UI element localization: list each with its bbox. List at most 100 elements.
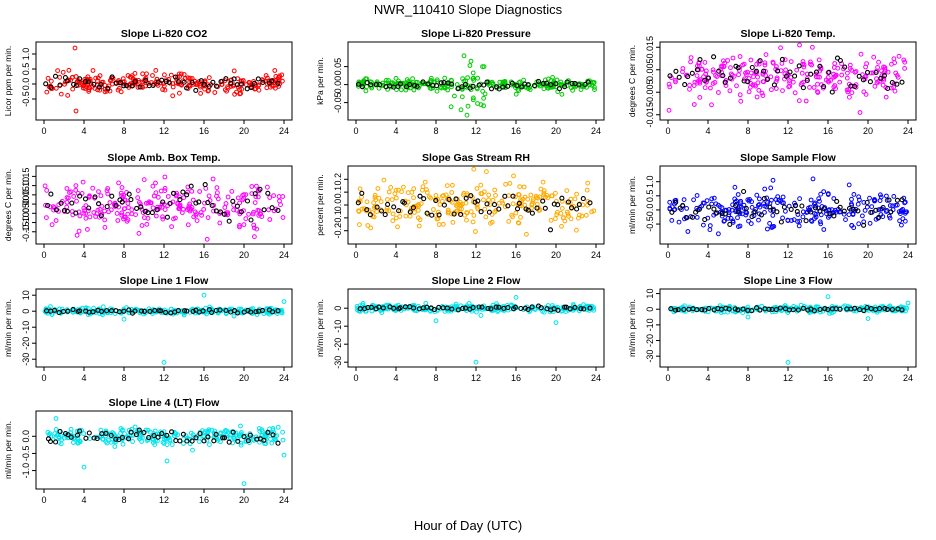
reference-point <box>275 207 281 213</box>
x-tick-label: 4 <box>81 373 86 383</box>
data-point <box>847 66 853 71</box>
data-point <box>199 212 205 218</box>
reference-point <box>562 84 568 90</box>
data-point <box>826 79 831 85</box>
y-axis-label: ml/min per min. <box>3 421 13 479</box>
reference-point <box>850 206 856 212</box>
data-point <box>125 217 131 223</box>
reference-point <box>684 215 690 221</box>
data-point <box>152 442 158 448</box>
reference-point <box>431 307 437 313</box>
reference-point <box>882 305 888 311</box>
data-point <box>403 213 409 219</box>
reference-point <box>856 73 862 79</box>
reference-point <box>434 83 440 89</box>
x-tick-label: 16 <box>823 126 833 136</box>
data-point <box>87 214 93 220</box>
reference-point <box>211 438 217 444</box>
reference-point <box>496 206 502 212</box>
data-point <box>459 94 465 100</box>
data-point <box>280 429 286 435</box>
data-point <box>280 215 286 220</box>
outlier-point <box>53 416 59 421</box>
reference-point <box>470 305 476 311</box>
x-tick-label: 12 <box>471 126 481 136</box>
data-point <box>73 183 79 189</box>
reference-point <box>716 68 722 74</box>
reference-point <box>48 84 54 90</box>
outlier-point <box>468 58 474 64</box>
reference-point <box>180 431 186 437</box>
data-point <box>886 213 892 219</box>
reference-point <box>669 209 675 215</box>
data-point <box>545 195 551 201</box>
reference-point <box>52 73 59 79</box>
data-point <box>96 189 101 195</box>
reference-point <box>230 429 236 435</box>
x-tick-label: 0 <box>665 126 670 136</box>
data-point <box>893 70 899 76</box>
reference-point <box>134 205 140 211</box>
reference-point <box>455 86 461 92</box>
data-point <box>60 69 66 75</box>
x-tick-label: 0 <box>41 126 46 136</box>
data-point <box>455 208 461 214</box>
reference-point <box>407 209 413 215</box>
data-point <box>407 213 413 219</box>
data-point <box>499 198 505 204</box>
outlier-point <box>666 107 672 113</box>
data-point <box>202 86 208 92</box>
reference-point <box>675 307 681 313</box>
data-point <box>470 219 476 225</box>
data-point <box>730 55 736 61</box>
reference-point <box>217 307 223 313</box>
reference-point <box>766 306 772 312</box>
reference-point <box>275 308 281 314</box>
reference-point <box>218 79 224 85</box>
reference-point <box>235 438 241 444</box>
data-point <box>877 198 883 204</box>
x-tick-label: 20 <box>863 126 873 136</box>
data-point <box>737 92 743 98</box>
data-point <box>170 93 176 99</box>
reference-point <box>175 79 182 85</box>
data-point <box>119 185 125 190</box>
y-tick-label: -20 <box>333 338 343 351</box>
figure-x-axis-label: Hour of Day (UTC) <box>414 518 522 533</box>
x-tick-label: 12 <box>783 373 793 383</box>
data-point <box>360 301 366 306</box>
data-point <box>73 187 79 193</box>
data-point <box>269 440 275 446</box>
data-point <box>810 44 815 50</box>
data-point <box>434 216 440 222</box>
data-point <box>144 221 150 227</box>
data-point <box>416 304 421 309</box>
x-tick-label: 24 <box>903 250 913 260</box>
data-point <box>371 214 377 220</box>
reference-point <box>259 307 266 313</box>
data-point <box>861 89 867 95</box>
data-point <box>788 59 794 64</box>
y-axis-label: ml/min per min. <box>627 176 637 234</box>
x-tick-label: 8 <box>121 250 126 260</box>
data-point <box>892 60 897 66</box>
data-point <box>58 91 64 97</box>
data-point <box>252 200 258 206</box>
reference-point <box>538 305 544 311</box>
data-point <box>173 215 178 221</box>
reference-point <box>682 82 688 88</box>
data-point <box>219 82 225 87</box>
data-point <box>694 73 700 78</box>
data-point <box>77 213 83 219</box>
data-point <box>800 209 806 215</box>
reference-point <box>158 308 164 314</box>
reference-point <box>230 198 236 204</box>
data-point <box>55 68 60 73</box>
data-point <box>119 193 124 198</box>
reference-point <box>694 67 700 73</box>
reference-point <box>681 306 687 313</box>
x-tick-label: 16 <box>511 250 521 260</box>
data-point <box>884 193 889 199</box>
data-point <box>781 200 786 206</box>
reference-point <box>205 200 211 206</box>
